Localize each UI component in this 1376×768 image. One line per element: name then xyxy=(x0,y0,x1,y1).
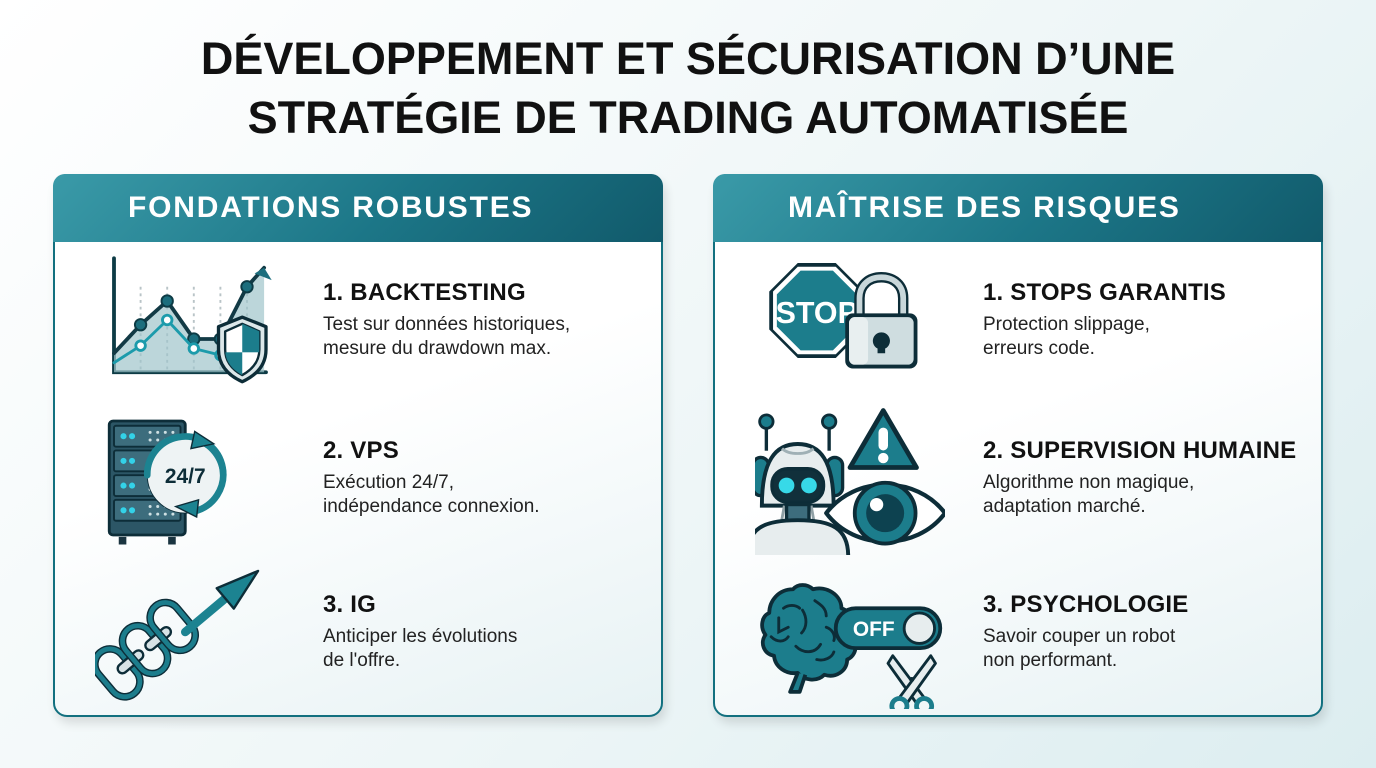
svg-text:24/7: 24/7 xyxy=(165,465,206,488)
svg-text:OFF: OFF xyxy=(853,618,895,641)
